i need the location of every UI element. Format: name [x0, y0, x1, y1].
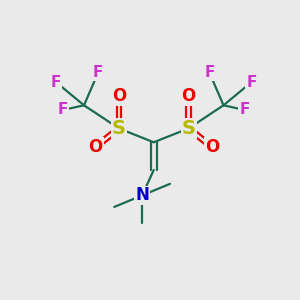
Text: S: S	[182, 119, 196, 138]
Text: F: F	[51, 75, 61, 90]
Text: O: O	[182, 87, 196, 105]
Text: N: N	[135, 186, 149, 204]
Text: O: O	[112, 87, 126, 105]
Text: F: F	[93, 65, 103, 80]
Text: F: F	[204, 65, 215, 80]
Text: O: O	[205, 138, 219, 156]
Text: O: O	[88, 138, 103, 156]
Text: F: F	[246, 75, 256, 90]
Text: F: F	[58, 102, 68, 117]
Text: F: F	[239, 102, 250, 117]
Text: S: S	[112, 119, 126, 138]
